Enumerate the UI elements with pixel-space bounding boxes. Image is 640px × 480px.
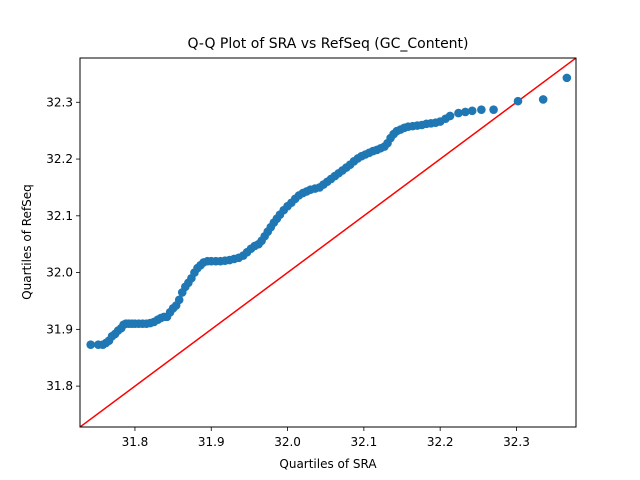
- x-tick-label: 32.1: [351, 435, 378, 449]
- y-tick-label: 32.3: [46, 95, 73, 109]
- x-tick-label: 32.0: [274, 435, 301, 449]
- y-tick-label: 32.1: [46, 209, 73, 223]
- data-point: [477, 105, 486, 114]
- plot-frame: [79, 57, 577, 428]
- x-tick-label: 32.2: [427, 435, 454, 449]
- data-point: [461, 107, 470, 117]
- data-point: [489, 105, 498, 114]
- data-point: [454, 108, 463, 118]
- x-tick-label: 31.8: [122, 435, 149, 449]
- x-axis-label: Quartiles of SRA: [279, 457, 377, 471]
- reference-line-layer: [80, 58, 576, 427]
- reference-line: [80, 58, 576, 427]
- y-axis-label: Quartiles of RefSeq: [20, 184, 34, 300]
- data-point: [513, 96, 523, 106]
- data-point: [174, 295, 184, 305]
- data-point: [562, 73, 572, 83]
- data-point: [86, 340, 95, 349]
- data-points-layer: [86, 73, 572, 349]
- data-point: [467, 106, 477, 116]
- x-tick-label: 31.9: [198, 435, 225, 449]
- data-point: [445, 111, 455, 121]
- x-tick-label: 32.3: [503, 435, 530, 449]
- y-tick-label: 32.2: [46, 152, 73, 166]
- y-tick-label: 31.9: [46, 322, 73, 336]
- y-tick-label: 31.8: [46, 379, 73, 393]
- y-tick-label: 32.0: [46, 266, 73, 280]
- data-point: [538, 95, 548, 104]
- chart-title: Q-Q Plot of SRA vs RefSeq (GC_Content): [187, 36, 468, 52]
- x-axis-ticks: 31.8 31.9 32.0 32.1 32.2 32.3: [122, 427, 530, 449]
- y-axis-ticks: 31.8 31.9 32.0 32.1 32.2 32.3: [46, 95, 80, 393]
